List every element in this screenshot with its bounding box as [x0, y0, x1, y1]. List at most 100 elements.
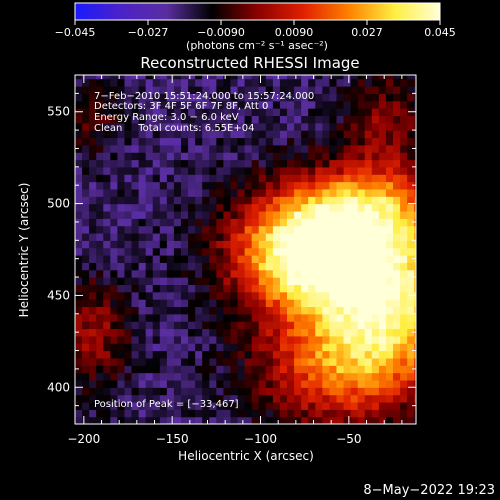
heatmap-cell: [216, 232, 225, 241]
heatmap-cell: [336, 100, 345, 109]
heatmap-cell: [378, 196, 387, 205]
heatmap-cell: [393, 321, 401, 330]
heatmap-cell: [393, 115, 401, 124]
heatmap-cell: [96, 299, 104, 308]
heatmap-cell: [308, 306, 316, 315]
heatmap-cell: [258, 137, 267, 146]
heatmap-cell: [272, 225, 281, 234]
heatmap-cell: [75, 75, 83, 80]
heatmap-cell: [244, 152, 253, 161]
heatmap-cell: [89, 343, 97, 352]
heatmap-cell: [188, 299, 196, 308]
heatmap-cell: [357, 122, 366, 131]
heatmap-cell: [117, 188, 126, 197]
heatmap-cell: [131, 137, 140, 146]
heatmap-cell: [181, 188, 189, 197]
heatmap-cell: [173, 144, 182, 153]
heatmap-cell: [279, 255, 288, 263]
heatmap-cell: [89, 313, 97, 322]
heatmap-cell: [251, 225, 260, 234]
heatmap-cell: [350, 174, 359, 183]
heatmap-cell: [89, 284, 97, 293]
heatmap-cell: [393, 225, 401, 234]
heatmap-cell: [272, 144, 281, 153]
heatmap-cell: [195, 115, 203, 124]
heatmap-cell: [350, 284, 359, 293]
heatmap-cell: [371, 284, 380, 293]
heatmap-cell: [308, 122, 316, 131]
heatmap-cell: [96, 335, 104, 344]
heatmap-cell: [75, 343, 83, 352]
heatmap-cell: [202, 321, 210, 330]
heatmap-cell: [322, 181, 331, 190]
colorbar-tick-label: −0.045: [55, 26, 96, 39]
heatmap-cell: [145, 144, 154, 153]
heatmap-cell: [336, 365, 345, 374]
heatmap-cell: [166, 240, 175, 249]
heatmap-cell: [75, 313, 83, 322]
heatmap-cell: [279, 166, 288, 175]
heatmap-cell: [279, 321, 288, 330]
heatmap-cell: [258, 409, 267, 418]
heatmap-cell: [181, 75, 189, 80]
heatmap-cell: [216, 321, 225, 330]
heatmap-cell: [385, 188, 394, 197]
heatmap-cell: [237, 299, 246, 308]
heatmap-cell: [322, 321, 331, 330]
heatmap-cell: [322, 130, 331, 139]
heatmap-cell: [329, 210, 338, 219]
heatmap-cell: [400, 387, 408, 396]
heatmap-cell: [393, 401, 401, 410]
heatmap-cell: [258, 343, 267, 352]
heatmap-cell: [181, 100, 189, 109]
heatmap-cell: [265, 269, 274, 278]
heatmap-cell: [272, 232, 281, 241]
y-tick-label: 450: [47, 288, 70, 302]
heatmap-cell: [364, 203, 373, 212]
heatmap-cell: [166, 416, 175, 424]
heatmap-cell: [209, 379, 217, 388]
heatmap-cell: [357, 232, 366, 241]
heatmap-cell: [350, 188, 359, 197]
heatmap-cell: [82, 379, 90, 388]
heatmap-cell: [103, 299, 111, 308]
heatmap-cell: [301, 321, 309, 330]
heatmap-cell: [138, 291, 147, 300]
heatmap-cell: [272, 409, 281, 418]
heatmap-cell: [272, 328, 281, 337]
heatmap-cell: [117, 365, 126, 374]
heatmap-cell: [230, 277, 239, 285]
heatmap-cell: [343, 144, 352, 153]
heatmap-cell: [152, 394, 161, 403]
heatmap-cell: [371, 379, 380, 388]
heatmap-cell: [251, 152, 260, 161]
heatmap-cell: [294, 335, 302, 344]
heatmap-cell: [272, 357, 281, 366]
heatmap-cell: [400, 210, 408, 219]
heatmap-cell: [96, 159, 104, 168]
heatmap-cell: [315, 255, 323, 263]
heatmap-cell: [357, 401, 366, 410]
heatmap-cell: [159, 409, 168, 418]
heatmap-cell: [301, 357, 309, 366]
heatmap-cell: [329, 152, 338, 161]
heatmap-cell: [308, 357, 316, 366]
heatmap-cell: [378, 321, 387, 330]
heatmap-cell: [75, 357, 83, 366]
heatmap-cell: [287, 152, 295, 161]
heatmap-cell: [145, 328, 154, 337]
heatmap-cell: [138, 409, 147, 418]
heatmap-cell: [279, 108, 288, 117]
heatmap-cell: [350, 335, 359, 344]
heatmap-cell: [195, 130, 203, 139]
heatmap-cell: [294, 174, 302, 183]
heatmap-cell: [89, 210, 97, 219]
heatmap-cell: [393, 108, 401, 117]
heatmap-cell: [385, 108, 394, 117]
heatmap-cell: [103, 291, 111, 300]
heatmap-cell: [89, 166, 97, 175]
heatmap-cell: [110, 372, 119, 381]
heatmap-cell: [173, 357, 182, 366]
heatmap-cell: [230, 144, 239, 153]
heatmap-cell: [181, 365, 189, 374]
